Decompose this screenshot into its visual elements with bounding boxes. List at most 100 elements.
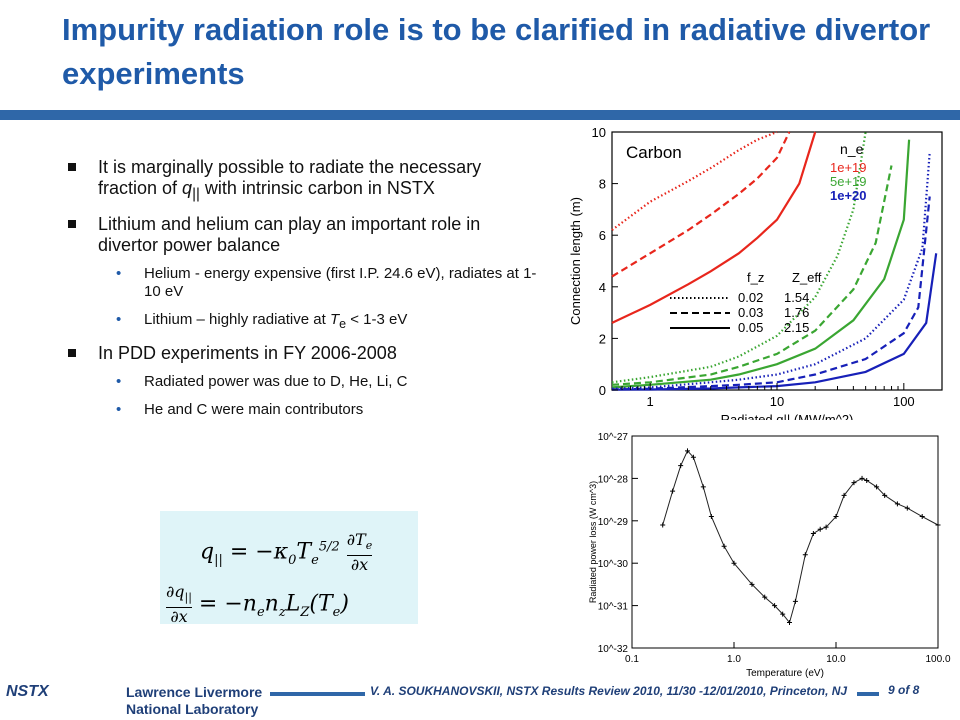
data-point — [864, 478, 870, 484]
bullet-1-q: q — [182, 178, 193, 198]
legend-fz-value: 0.05 — [738, 320, 763, 335]
y-tick-label: 0 — [599, 383, 606, 398]
page-number: 9 of 8 — [888, 683, 920, 697]
sub-bullet-3a-text: Radiated power was due to D, He, Li, C — [144, 372, 408, 390]
nstx-logo: NSTX — [6, 683, 49, 700]
series-line-3 — [611, 131, 867, 384]
legend-zeff-header: Z_eff — [792, 270, 822, 285]
slide-title: Impurity radiation role is to be clarifi… — [62, 12, 931, 91]
x-tick-label: 0.1 — [625, 654, 639, 665]
data-point — [749, 581, 755, 587]
data-point — [780, 611, 786, 617]
data-point — [684, 448, 690, 454]
equation-box: q|| = −κ0Te5/2 ∂Te ∂x ∂q|| ∂x = −nenzLZ(Te… — [160, 511, 418, 627]
series-line-4 — [611, 165, 893, 386]
x-tick-label: 1.0 — [727, 654, 741, 665]
legend-zeff-value: 1.54 — [784, 290, 809, 305]
sub-bullet-2b-T: T — [329, 310, 340, 328]
data-point — [721, 543, 727, 549]
x-tick-label: 100 — [893, 394, 915, 409]
y-tick-label: 10^-31 — [598, 602, 629, 613]
data-point — [690, 454, 696, 460]
y-tick-label: 10^-28 — [598, 474, 629, 485]
dot-bullet-icon: • — [116, 372, 122, 390]
data-point — [762, 594, 768, 600]
legend-fz-value: 0.02 — [738, 290, 763, 305]
data-point — [817, 526, 823, 532]
y-axis-label: Radiated power loss (W cm^3) — [588, 481, 598, 603]
plot-frame — [611, 131, 943, 391]
data-point — [792, 598, 798, 604]
data-point — [700, 484, 706, 490]
x-tick-label: 1 — [647, 394, 654, 409]
square-bullet-icon — [68, 163, 76, 171]
sub-bullet-3b-text: He and C were main contributors — [144, 400, 364, 418]
series-line — [662, 449, 939, 624]
data-point — [772, 603, 778, 609]
data-point — [810, 531, 816, 537]
bullet-1-text-a: It is marginally possible to radiate the… — [98, 157, 482, 198]
data-point — [935, 522, 941, 528]
sub-bullet-3b: • He and C were main contributors — [68, 401, 538, 419]
y-tick-label: 10^-27 — [598, 432, 629, 443]
data-point — [841, 492, 847, 498]
legend-fz-value: 0.03 — [738, 305, 763, 320]
title-divider — [0, 110, 960, 120]
y-tick-label: 10^-32 — [598, 644, 629, 655]
series-line-8 — [611, 253, 938, 391]
sub-bullet-2b-e: e — [339, 316, 347, 331]
y-tick-label: 10 — [592, 125, 606, 140]
y-tick-label: 4 — [599, 280, 606, 295]
x-axis-label: Temperature (eV) — [746, 668, 824, 679]
series-line-5 — [611, 139, 911, 389]
equation-line-1: q|| = −κ0Te5/2 ∂Te ∂x — [200, 530, 373, 575]
equation-line-2: ∂q|| ∂x = −nenzLZ(Te) — [166, 582, 349, 627]
data-point — [731, 560, 737, 566]
bullet-list: It is marginally possible to radiate the… — [68, 157, 538, 429]
legend-ne-entry: 1e+19 — [830, 160, 867, 175]
data-point — [904, 505, 910, 511]
llnl-logo-line-1: Lawrence Livermore — [126, 684, 263, 700]
legend-ne-entry: 5e+19 — [830, 174, 867, 189]
series-line-2 — [611, 131, 817, 324]
carbon-radiation-chart: 0 2 4 6 8 10 1 10 100 Radiated q|| (MW/m^2) Connec… — [568, 125, 943, 420]
sub-bullet-2a: • Helium - energy expensive (first I.P. 2… — [68, 265, 538, 301]
llnl-logo-line-2: National Laboratory — [126, 701, 259, 717]
y-axis-label: Connection length (m) — [568, 197, 583, 325]
dot-bullet-icon: • — [116, 264, 122, 282]
data-point — [678, 463, 684, 469]
square-bullet-icon — [68, 348, 76, 357]
bullet-2-text: Lithium and helium can play an important… — [98, 213, 481, 255]
bullet-1: It is marginally possible to radiate the… — [68, 157, 538, 205]
square-bullet-icon — [68, 219, 76, 228]
y-tick-label: 10^-30 — [598, 559, 629, 570]
footer-rule-left — [270, 692, 365, 696]
data-point — [833, 514, 839, 520]
data-point — [851, 480, 857, 486]
sub-bullet-2b-text-b: < 1-3 eV — [346, 310, 408, 328]
bullet-3-text: In PDD experiments in FY 2006-2008 — [98, 342, 397, 363]
bullet-2: Lithium and helium can play an important… — [68, 214, 538, 256]
series-line-7 — [611, 196, 931, 391]
x-tick-label: 10.0 — [826, 654, 846, 665]
plot-frame — [631, 435, 939, 649]
legend-ne-entry: 1e+20 — [830, 188, 867, 203]
y-tick-label: 10^-29 — [598, 517, 629, 528]
sub-bullet-2a-text: Helium - energy expensive (first I.P. 24… — [144, 264, 537, 300]
series-line-1 — [611, 131, 791, 278]
bullet-1-q-sub: || — [192, 185, 200, 203]
x-axis-label: Radiated q|| (MW/m^2) — [721, 412, 854, 420]
x-tick-label: 10 — [770, 394, 784, 409]
y-tick-label: 6 — [599, 228, 606, 243]
y-tick-label: 2 — [599, 331, 606, 346]
legend-zeff-value: 1.76 — [784, 305, 809, 320]
sub-bullet-2b: • Lithium – highly radiative at Te < 1-3 … — [68, 311, 538, 333]
dot-bullet-icon: • — [116, 400, 122, 418]
data-point — [660, 522, 666, 528]
dot-bullet-icon: • — [116, 310, 122, 328]
legend-fz-header: f_z — [747, 270, 764, 285]
bullet-3: In PDD experiments in FY 2006-2008 — [68, 343, 538, 364]
series-line-6 — [611, 152, 931, 390]
legend-ne-header: n_e — [840, 141, 864, 157]
legend-zeff-value: 2.15 — [784, 320, 809, 335]
